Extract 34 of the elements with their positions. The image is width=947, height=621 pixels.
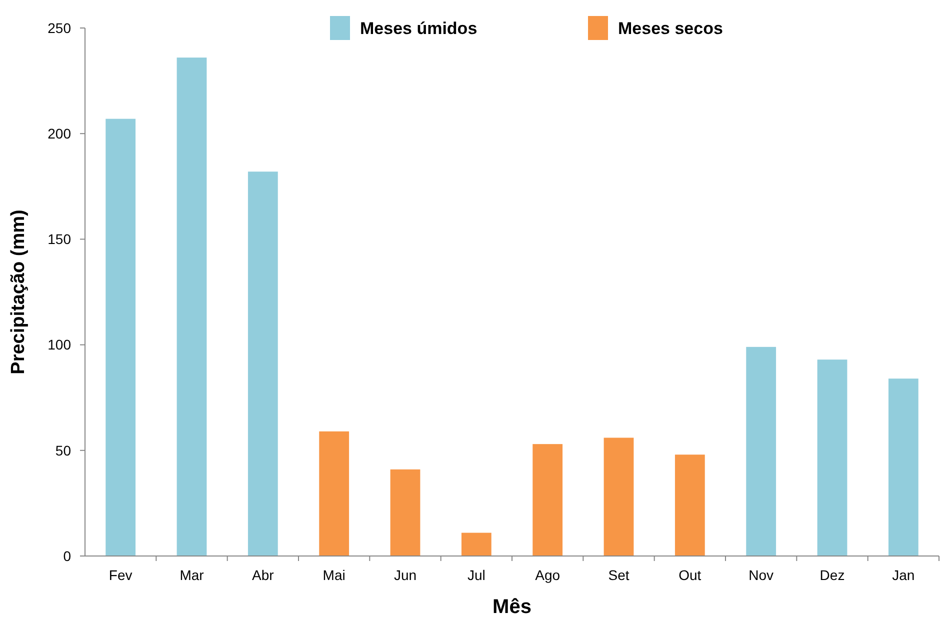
bar [106,118,136,556]
x-tick-label: Nov [748,567,774,583]
legend-label: Meses úmidos [360,18,478,38]
y-tick-label: 200 [48,126,72,142]
y-tick-label: 100 [48,336,72,353]
x-tick-label: Jun [394,567,417,583]
bar [319,431,350,556]
x-axis-title: Mês [492,596,532,618]
y-tick-label: 150 [48,231,72,248]
bar [390,469,420,556]
bar [532,444,563,556]
bar [461,532,492,556]
x-tick-label: Ago [535,567,560,583]
x-tick-label: Jul [467,567,486,583]
y-axis-title: Precipitação (mm) [8,210,29,374]
x-tick-label: Out [678,567,702,583]
bar [888,378,918,556]
x-tick-label: Mai [322,567,346,583]
x-tick-label: Abr [252,567,274,583]
x-tick-label: Set [608,567,630,583]
legend-label: Meses secos [618,18,723,38]
bar [674,454,705,556]
bar [176,58,207,556]
y-tick-label: 0 [63,548,72,564]
x-tick-label: Jan [892,567,915,583]
x-tick-label: Dez [820,567,845,583]
y-tick-label: 50 [55,442,72,458]
bar [604,438,634,556]
x-tick-label: Mar [180,567,204,583]
y-tick-label: 250 [48,20,72,36]
bar [248,172,278,556]
bar [817,360,848,556]
x-tick-label: Fev [108,567,132,583]
bar [746,346,776,556]
